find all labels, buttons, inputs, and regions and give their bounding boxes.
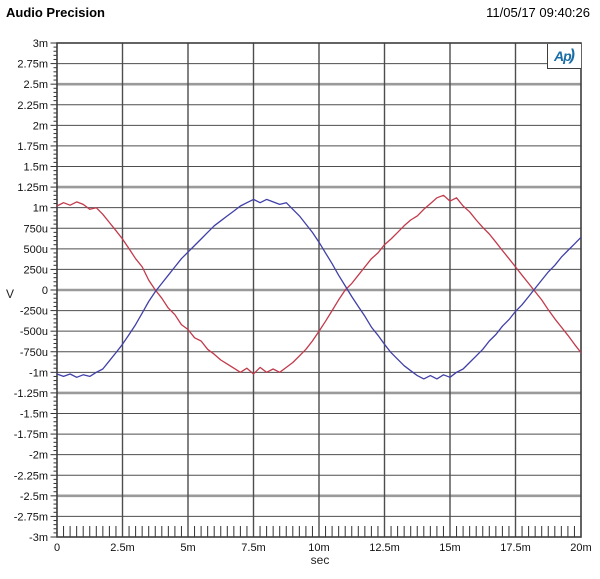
series-line-channel-blue bbox=[56, 198, 582, 380]
x-tick-label: 15m bbox=[439, 542, 460, 554]
ap-logo-text: Ap bbox=[554, 48, 572, 64]
ap-logo-swoosh-icon: ) bbox=[569, 47, 575, 64]
y-tick-label: 2.25m bbox=[17, 100, 48, 112]
x-tick-label: 0 bbox=[54, 542, 60, 554]
audio-precision-logo: Ap) bbox=[547, 44, 581, 69]
y-tick-label: -1.75m bbox=[14, 429, 48, 441]
x-tick-label: 2.5m bbox=[110, 542, 134, 554]
y-tick-label: 1.25m bbox=[17, 182, 48, 194]
x-tick-label: 10m bbox=[308, 542, 329, 554]
y-tick-label: -1.5m bbox=[20, 409, 48, 421]
x-tick-label: 7.5m bbox=[241, 542, 265, 554]
y-tick-label: 2m bbox=[33, 120, 48, 132]
y-tick-label: -1m bbox=[29, 367, 48, 379]
y-tick-label: -250u bbox=[20, 306, 48, 318]
y-tick-label: 1.75m bbox=[17, 141, 48, 153]
report-title: Audio Precision bbox=[6, 5, 105, 20]
x-tick-label: 12.5m bbox=[369, 542, 400, 554]
y-tick-label: -2.5m bbox=[20, 491, 48, 503]
y-tick-label: -2.25m bbox=[14, 470, 48, 482]
y-tick-label: 0 bbox=[42, 285, 48, 297]
y-tick-label: 500u bbox=[24, 244, 48, 256]
x-tick-label: 20m bbox=[570, 542, 591, 554]
series-line-channel-red bbox=[56, 194, 582, 375]
y-tick-label: -1.25m bbox=[14, 388, 48, 400]
plot-border bbox=[56, 42, 582, 538]
y-tick-label: 750u bbox=[24, 223, 48, 235]
x-axis-unit-label: sec bbox=[310, 553, 330, 567]
y-tick-label: -2.75m bbox=[14, 511, 48, 523]
y-tick-label: -500u bbox=[20, 326, 48, 338]
y-tick-label: -3m bbox=[29, 532, 48, 544]
y-axis-unit-label: V bbox=[6, 287, 15, 301]
x-tick-label: 17.5m bbox=[500, 542, 531, 554]
y-tick-label: 1m bbox=[33, 203, 48, 215]
x-tick-label: 5m bbox=[180, 542, 195, 554]
y-tick-label: 250u bbox=[24, 264, 48, 276]
timestamp: 11/05/17 09:40:26 bbox=[486, 5, 590, 20]
y-tick-label: -750u bbox=[20, 347, 48, 359]
y-tick-label: -2m bbox=[29, 450, 48, 462]
y-tick-label: 1.5m bbox=[24, 162, 48, 174]
y-tick-label: 3m bbox=[33, 38, 48, 50]
y-tick-label: 2.5m bbox=[24, 79, 48, 91]
y-tick-label: 2.75m bbox=[17, 59, 48, 71]
